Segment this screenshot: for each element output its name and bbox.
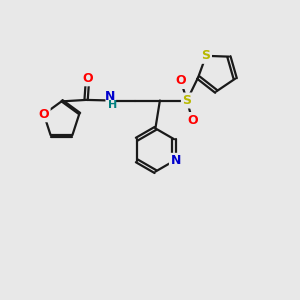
Text: S: S [202,49,211,62]
Text: O: O [187,113,198,127]
Text: H: H [109,100,118,110]
Text: O: O [38,108,49,121]
Text: N: N [105,90,115,104]
Text: O: O [176,74,186,88]
Text: O: O [82,72,93,85]
Text: N: N [170,154,181,167]
Text: S: S [182,94,191,107]
